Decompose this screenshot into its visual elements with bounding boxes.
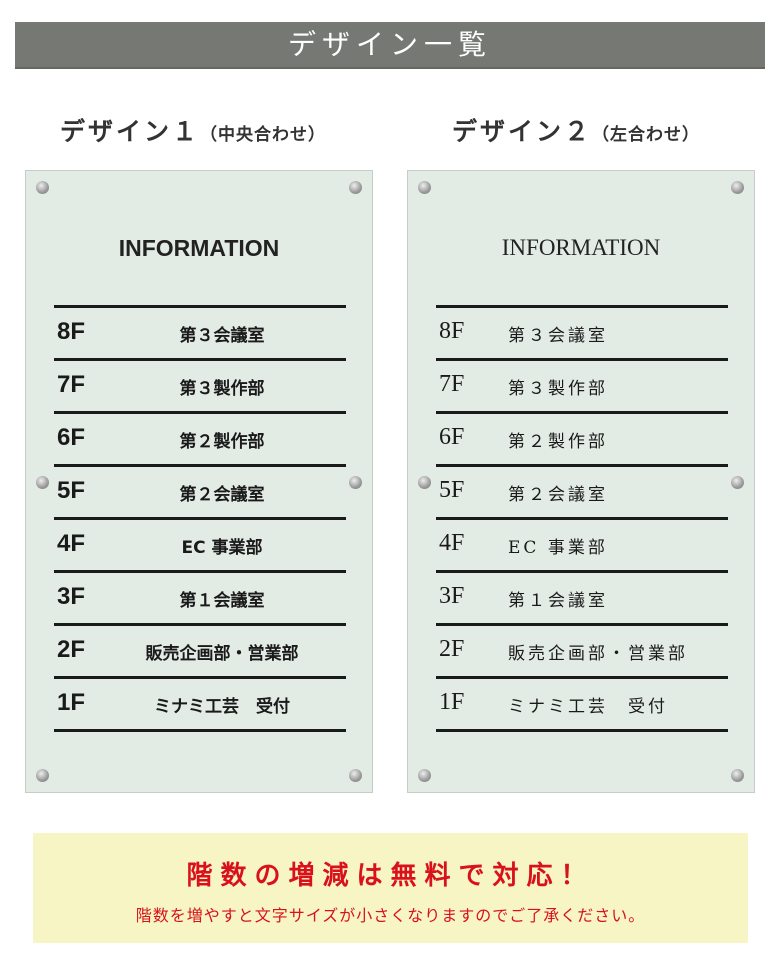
screw-icon [731,476,744,489]
floor-department: 第３製作部 [508,379,608,399]
divider-line [54,464,346,467]
notice-box: 階数の増減は無料で対応！ 階数を増やすと文字サイズが小さくなりますのでご了承くだ… [33,833,748,943]
design-note: （中央合わせ） [200,125,327,145]
floor-number: 7F [439,371,465,397]
floor-department: EC 事業部 [181,538,263,558]
floor-department: 第１会議室 [508,591,608,611]
divider-line [54,411,346,414]
design-title-text: デザイン１ [60,117,201,146]
divider-line [436,358,728,361]
divider-line [54,570,346,573]
floor-row: 7F 第３製作部 [26,361,326,411]
floor-department: 第３会議室 [508,326,608,346]
screw-icon [418,181,431,194]
floor-row: 6F 第２製作部 [26,414,326,464]
notice-headline: 階数の増減は無料で対応！ [186,861,595,891]
divider-line [436,676,728,679]
floor-department: 第２会議室 [179,485,265,505]
floor-department: 第１会議室 [179,591,265,611]
floor-number: 2F [439,636,465,662]
floor-number: 4F [57,530,86,557]
floor-number: 2F [57,636,86,663]
divider-line [436,517,728,520]
floor-row: 1F ミナミ工芸 受付 [26,679,326,729]
design-1-sign: INFORMATION 8F 第３会議室 7F 第３製作部 6F 第２製作部 5F 第２会議室 4… [25,170,373,793]
floor-row: 6F 第２製作部 [408,414,708,464]
floor-row: 5F 第２会議室 [408,467,708,517]
divider-line [436,305,728,308]
floor-row: 5F 第２会議室 [26,467,326,517]
screw-icon [349,476,362,489]
design-2-sign: INFORMATION 8F 第３会議室 7F 第３製作部 6F 第２製作部 5F 第２会議室 4… [407,170,755,793]
floor-row: 8F 第３会議室 [408,308,708,358]
floor-number: 1F [57,689,86,716]
screw-icon [36,769,49,782]
floor-department: 第３会議室 [179,326,265,346]
sign-heading: INFORMATION [501,235,661,260]
floor-row: 7F 第３製作部 [408,361,708,411]
screw-icon [349,769,362,782]
divider-line [54,305,346,308]
floor-department: ミナミ工芸 受付 [508,697,668,717]
floor-number: 6F [57,424,86,451]
divider-line [436,464,728,467]
floor-row: 8F 第３会議室 [26,308,326,358]
floor-department: 第２製作部 [179,432,265,452]
floor-row: 2F 販売企画部・営業部 [408,626,708,676]
divider-line [54,358,346,361]
divider-line [54,729,346,732]
floor-department: 第２会議室 [508,485,608,505]
design-1-title: デザイン１（中央合わせ） [60,112,326,148]
floor-number: 1F [439,689,465,715]
design-note: （左合わせ） [592,125,701,145]
floor-number: 4F [439,530,465,556]
design-title-text: デザイン２ [452,117,593,146]
screw-icon [36,476,49,489]
floor-row: 3F 第１会議室 [26,573,326,623]
floor-department: 第３製作部 [179,379,265,399]
divider-line [54,623,346,626]
floor-number: 3F [439,583,465,609]
divider-line [436,623,728,626]
floor-number: 7F [57,371,86,398]
floor-department: 販売企画部・営業部 [145,644,299,664]
floor-department: 販売企画部・営業部 [508,644,688,664]
page-title: デザイン一覧 [15,22,765,69]
divider-line [54,517,346,520]
floor-row: 1F ミナミ工芸 受付 [408,679,708,729]
floor-number: 8F [57,318,86,345]
floor-row: 4F EC 事業部 [26,520,326,570]
screw-icon [36,181,49,194]
divider-line [54,676,346,679]
sign-heading: INFORMATION [118,235,280,261]
screw-icon [349,181,362,194]
floor-number: 8F [439,318,465,344]
screw-icon [731,181,744,194]
floor-department: 第２製作部 [508,432,608,452]
floor-row: 3F 第１会議室 [408,573,708,623]
floor-row: 2F 販売企画部・営業部 [26,626,326,676]
screw-icon [418,769,431,782]
floor-number: 3F [57,583,86,610]
floor-number: 5F [439,477,465,503]
floor-number: 6F [439,424,465,450]
notice-detail: 階数を増やすと文字サイズが小さくなりますのでご了承ください。 [135,906,646,925]
floor-department: ミナミ工芸 受付 [154,697,290,717]
screw-icon [731,769,744,782]
floor-row: 4F EC 事業部 [408,520,708,570]
divider-line [436,729,728,732]
divider-line [436,411,728,414]
design-2-title: デザイン２（左合わせ） [452,112,700,148]
floor-number: 5F [57,477,86,504]
divider-line [436,570,728,573]
screw-icon [418,476,431,489]
floor-department: EC 事業部 [508,538,608,558]
